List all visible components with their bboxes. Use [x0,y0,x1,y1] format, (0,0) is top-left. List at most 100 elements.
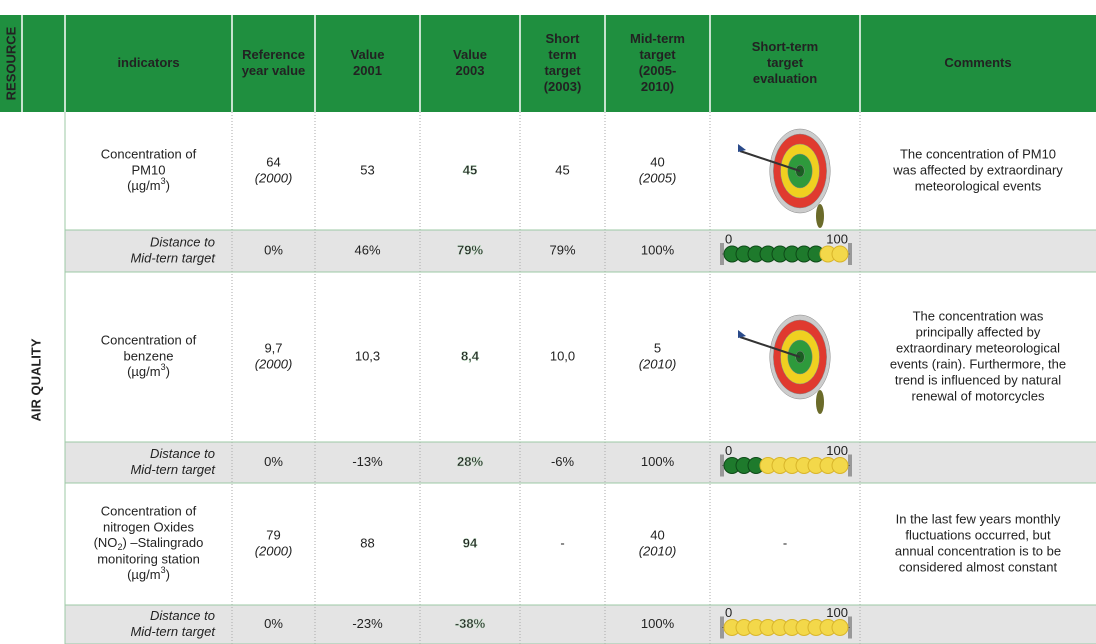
mid-term-year: (2010) [639,356,677,371]
value-2001: 10,3 [355,348,380,363]
column-header: 2003 [456,63,485,78]
yellow-ball [832,620,848,636]
indicator: (µg/m3) [127,176,170,193]
column-header: target [639,47,676,62]
text-part: (µg/m [127,364,161,379]
mid-term-year: (2005) [639,170,677,185]
comment: meteorological events [915,178,1042,193]
mid-term-year: (2010) [639,543,677,558]
scale-label: 0 [725,443,732,458]
column-header: Comments [944,55,1011,70]
text-part: (µg/m [127,178,161,193]
column-header: (2005- [639,63,677,78]
yellow-ball [832,246,848,262]
scale-label: 100 [826,443,848,458]
distance-label: Mid-tern target [130,624,216,639]
reference-value: 9,7 [264,340,282,355]
indicator: (NO2) –Stalingrado [94,535,204,552]
comment: The concentration of PM10 [900,146,1056,161]
distance-value: 0% [264,616,283,631]
text-part: (NO [94,535,118,550]
distance-value: 100% [641,454,675,469]
value-2001: 88 [360,535,374,550]
column-header: (2003) [544,79,582,94]
column-header: Mid-term [630,31,685,46]
scale-label: 0 [725,605,732,620]
distance-label: Mid-tern target [130,462,216,477]
distance-value: -13% [352,454,383,469]
mid-term-value: 5 [654,340,661,355]
scale-label: 100 [826,231,848,246]
distance-label: Distance to [150,446,215,461]
indicator: PM10 [132,162,166,177]
distance-value: 100% [641,242,675,257]
reference-year: (2000) [255,170,293,185]
indicator: monitoring station [97,551,200,566]
comment: fluctuations occurred, but [905,527,1051,542]
column-header: indicators [117,55,179,70]
mid-term-value: 40 [650,154,664,169]
distance-value: 0% [264,454,283,469]
indicator: benzene [124,348,174,363]
distance-value: 79% [549,242,575,257]
table: RESOURCEindicatorsReferenceyear valueVal… [0,0,1096,644]
text-part: (µg/m [127,567,161,582]
indicator: Concentration of [101,332,197,347]
column-header: Short-term [752,39,818,54]
distance-row-bg [65,230,1096,272]
indicator: Concentration of [101,146,197,161]
column-header: Reference [242,47,305,62]
scale-label: 100 [826,605,848,620]
column-header: Short [546,31,581,46]
column-header: 2001 [353,63,382,78]
distance-value: 46% [354,242,380,257]
distance-value: 28% [457,454,483,469]
text-part: ) [166,364,170,379]
column-header: evaluation [753,71,817,86]
comment: annual concentration is to be [895,543,1061,558]
column-header: Value [453,47,487,62]
short-term-target: 45 [555,162,569,177]
distance-label: Distance to [150,608,215,623]
comment: considered almost constant [899,559,1058,574]
comment: was affected by extraordinary [892,162,1063,177]
value-2003: 45 [463,162,477,177]
column-header: 2010) [641,79,674,94]
short-term-target: - [560,535,564,550]
value-2003: 8,4 [461,348,480,363]
text-part: ) –Stalingrado [122,535,203,550]
indicator: nitrogen Oxides [103,519,195,534]
distance-value: 0% [264,242,283,257]
comment: The concentration was [913,308,1044,323]
evaluation: - [783,535,787,550]
yellow-ball [832,458,848,474]
scale-label: 0 [725,231,732,246]
comment: renewal of motorcycles [912,388,1045,403]
distance-value: -23% [352,616,383,631]
comment: principally affected by [916,324,1041,339]
distance-value: 100% [641,616,675,631]
distance-value: 79% [457,242,483,257]
target-pole [816,390,824,414]
distance-value: -6% [551,454,575,469]
distance-label: Distance to [150,234,215,249]
column-header: year value [242,63,306,78]
distance-row-bg [65,605,1096,644]
comment: In the last few years monthly [896,511,1061,526]
value-2001: 53 [360,162,374,177]
reference-year: (2000) [255,356,293,371]
text-part: ) [166,567,170,582]
column-header: target [544,63,581,78]
column-header: Value [351,47,385,62]
column-header: target [767,55,804,70]
mid-term-value: 40 [650,527,664,542]
indicator: (µg/m3) [127,565,170,582]
arrow-feather [738,330,746,338]
target-pole [816,204,824,228]
value-2003: 94 [463,535,478,550]
arrow-feather [738,144,746,152]
distance-row-bg [65,442,1096,483]
distance-value: -38% [455,616,486,631]
distance-label: Mid-tern target [130,250,216,265]
reference-value: 64 [266,154,280,169]
